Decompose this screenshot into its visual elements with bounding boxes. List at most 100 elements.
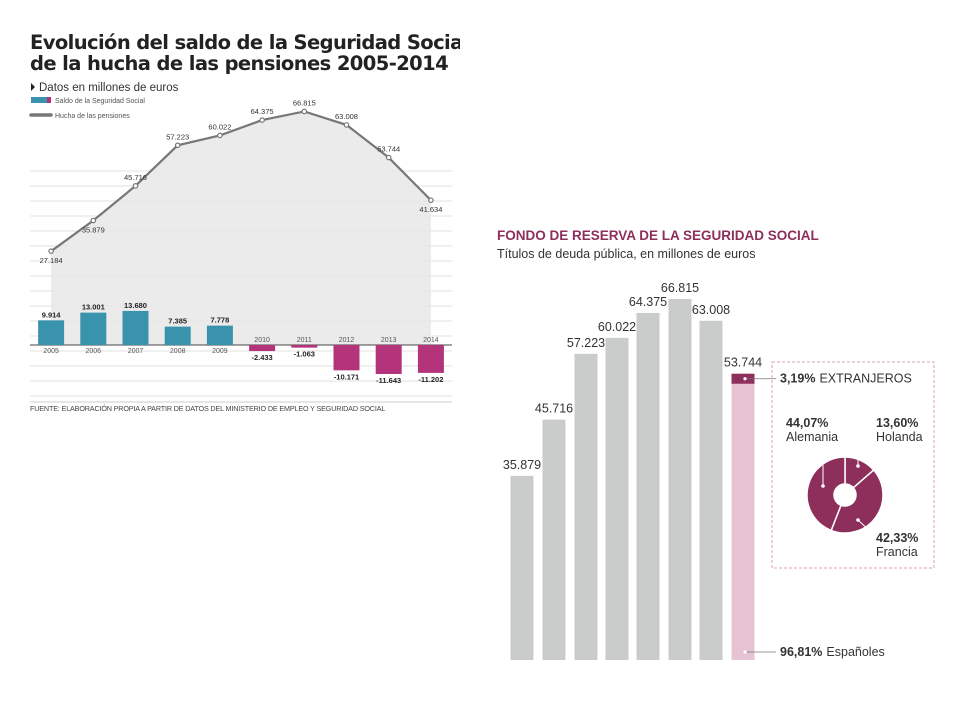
saldo-value-label: -1.063 xyxy=(294,350,315,359)
foreign-donut-chart: 44,07%Alemania 13,60%Holanda 42,33%Francia xyxy=(786,416,923,559)
saldo-value-label: 7.778 xyxy=(211,316,230,325)
reserve-bar-2010 xyxy=(636,312,660,660)
espanoles-label: Españoles xyxy=(826,645,884,659)
year-tick-label: 2014 xyxy=(423,337,439,344)
extranjeros-pct: 3,19% xyxy=(780,372,815,386)
reserve-bar-2009 xyxy=(605,337,629,660)
saldo-value-label: 9.914 xyxy=(42,310,62,319)
alemania-label: Alemania xyxy=(786,430,838,444)
extranjeros-marker xyxy=(743,377,747,381)
hucha-line xyxy=(50,110,432,253)
donut-slice-francia xyxy=(830,468,884,534)
chart1-title-line2: de la hucha de las pensiones 2005-2014 xyxy=(30,52,448,75)
chart2-title: FONDO DE RESERVA DE LA SEGURIDAD SOCIAL xyxy=(497,228,819,243)
reserve-value-label: 57.223 xyxy=(567,336,605,350)
espanoles-note: 96,81% Españoles xyxy=(780,645,885,659)
extranjeros-note: 3,19% EXTRANJEROS xyxy=(780,372,912,386)
extranjeros-label: EXTRANJEROS xyxy=(819,372,911,386)
saldo-value-label: 13.001 xyxy=(82,303,105,312)
foreign-breakdown-box xyxy=(771,361,935,569)
hucha-value-label: 27.184 xyxy=(40,256,63,265)
hucha-point-2010 xyxy=(259,117,265,123)
reserve-value-label: 53.744 xyxy=(724,356,762,370)
francia-leader xyxy=(857,519,874,535)
hucha-point-2012 xyxy=(343,122,350,128)
reserve-value-label: 66.815 xyxy=(661,281,699,295)
reserve-value-label: 63.008 xyxy=(692,303,730,317)
year-tick-label: 2012 xyxy=(339,337,355,344)
hucha-value-label: 53.744 xyxy=(377,145,400,154)
hucha-point-2005 xyxy=(48,248,54,254)
hucha-value-label: 57.223 xyxy=(166,132,189,141)
donut-slice-alemania xyxy=(806,456,846,532)
reserve-value-label: 64.375 xyxy=(629,295,667,309)
chart1-bars xyxy=(30,310,452,374)
chart1-line xyxy=(48,108,434,254)
hucha-point-2007 xyxy=(132,183,139,189)
reserve-bar-2007 xyxy=(542,419,566,660)
hucha-point-2014 xyxy=(428,197,434,204)
saldo-bar-2014 xyxy=(417,345,444,373)
legend-label-saldo: Saldo de la Seguridad Social xyxy=(55,98,145,105)
reserve-value-label: 60.022 xyxy=(598,320,636,334)
reserve-bar-2006 xyxy=(510,475,534,660)
reserve-bar-2011 xyxy=(668,299,692,660)
espanoles-marker xyxy=(743,650,747,654)
chart-fondo-reserva: FONDO DE RESERVA DE LA SEGURIDAD SOCIAL … xyxy=(497,228,935,660)
legend-swatch-saldo-neg xyxy=(47,97,51,103)
alemania-pct: 44,07% xyxy=(786,416,828,430)
hucha-value-label: 45.716 xyxy=(124,173,147,182)
hucha-value-label: 63.008 xyxy=(335,112,358,121)
saldo-value-label: -11.643 xyxy=(376,376,401,385)
reserve-bar-2013 xyxy=(731,373,755,660)
francia-dot xyxy=(856,518,860,522)
chart1-title-line1: Evolución del saldo de la Seguridad Soci… xyxy=(30,31,460,54)
alemania-dot xyxy=(821,484,825,488)
hucha-value-label: 41.634 xyxy=(419,205,442,214)
chart1-subtitle: Datos en millones de euros xyxy=(39,82,179,94)
saldo-bar-2007 xyxy=(122,310,149,345)
triangle-bullet-icon xyxy=(31,83,35,91)
hucha-point-2006 xyxy=(90,217,97,224)
chart1-labels: 27.184 35.879 45.716 57.223 60.022 64.375 66.8… xyxy=(30,98,452,403)
year-tick-label: 2009 xyxy=(212,348,228,355)
holanda-dot xyxy=(856,464,860,468)
year-tick-label: 2007 xyxy=(128,348,144,355)
hucha-point-2008 xyxy=(174,142,181,149)
chart2-bars xyxy=(510,299,755,660)
chart-saldo-seguridad-social: Evolución del saldo de la Seguridad Soci… xyxy=(29,31,460,413)
legend-swatch-saldo xyxy=(31,97,47,103)
chart1-area xyxy=(51,111,431,345)
chart1-source: FUENTE: ELABORACIÓN PROPIA A PARTIR DE D… xyxy=(30,404,385,413)
saldo-bar-2006 xyxy=(80,312,107,345)
hucha-value-label: 35.879 xyxy=(82,226,105,235)
holanda-label: Holanda xyxy=(876,430,923,444)
legend-label-hucha: Hucha de las pensiones xyxy=(55,113,130,120)
chart2-annotations: 3,19% EXTRANJEROS 96,81% Españoles xyxy=(743,372,912,659)
year-tick-label: 2013 xyxy=(381,337,397,344)
saldo-bar-2010 xyxy=(249,345,276,352)
hucha-value-label: 60.022 xyxy=(208,122,231,131)
holanda-pct: 13,60% xyxy=(876,416,918,430)
hucha-point-2013 xyxy=(385,154,392,161)
saldo-value-label: -11.202 xyxy=(418,375,443,384)
year-tick-label: 2010 xyxy=(254,337,270,344)
francia-pct: 42,33% xyxy=(876,531,918,545)
hucha-area-fill xyxy=(51,111,431,345)
year-tick-label: 2008 xyxy=(170,348,186,355)
year-tick-label: 2005 xyxy=(43,348,59,355)
reserve-bar-2008 xyxy=(574,353,598,660)
year-tick-label: 2011 xyxy=(297,337,312,344)
saldo-bar-2005 xyxy=(38,320,65,345)
hucha-value-label: 66.815 xyxy=(293,98,316,107)
francia-label: Francia xyxy=(876,545,918,559)
reserve-bar-2012 xyxy=(699,320,723,660)
chart2-labels: 35.879200645.716200757.223200860.0222009… xyxy=(503,281,762,472)
saldo-value-label: -2.433 xyxy=(251,353,272,362)
saldo-value-label: 7.385 xyxy=(168,317,187,326)
year-tick-label: 2006 xyxy=(86,348,102,355)
saldo-bar-2011 xyxy=(291,345,318,348)
hucha-point-2011 xyxy=(301,108,308,115)
espanoles-pct: 96,81% xyxy=(780,645,822,659)
chart2-subtitle: Títulos de deuda pública, en millones de… xyxy=(497,247,756,261)
